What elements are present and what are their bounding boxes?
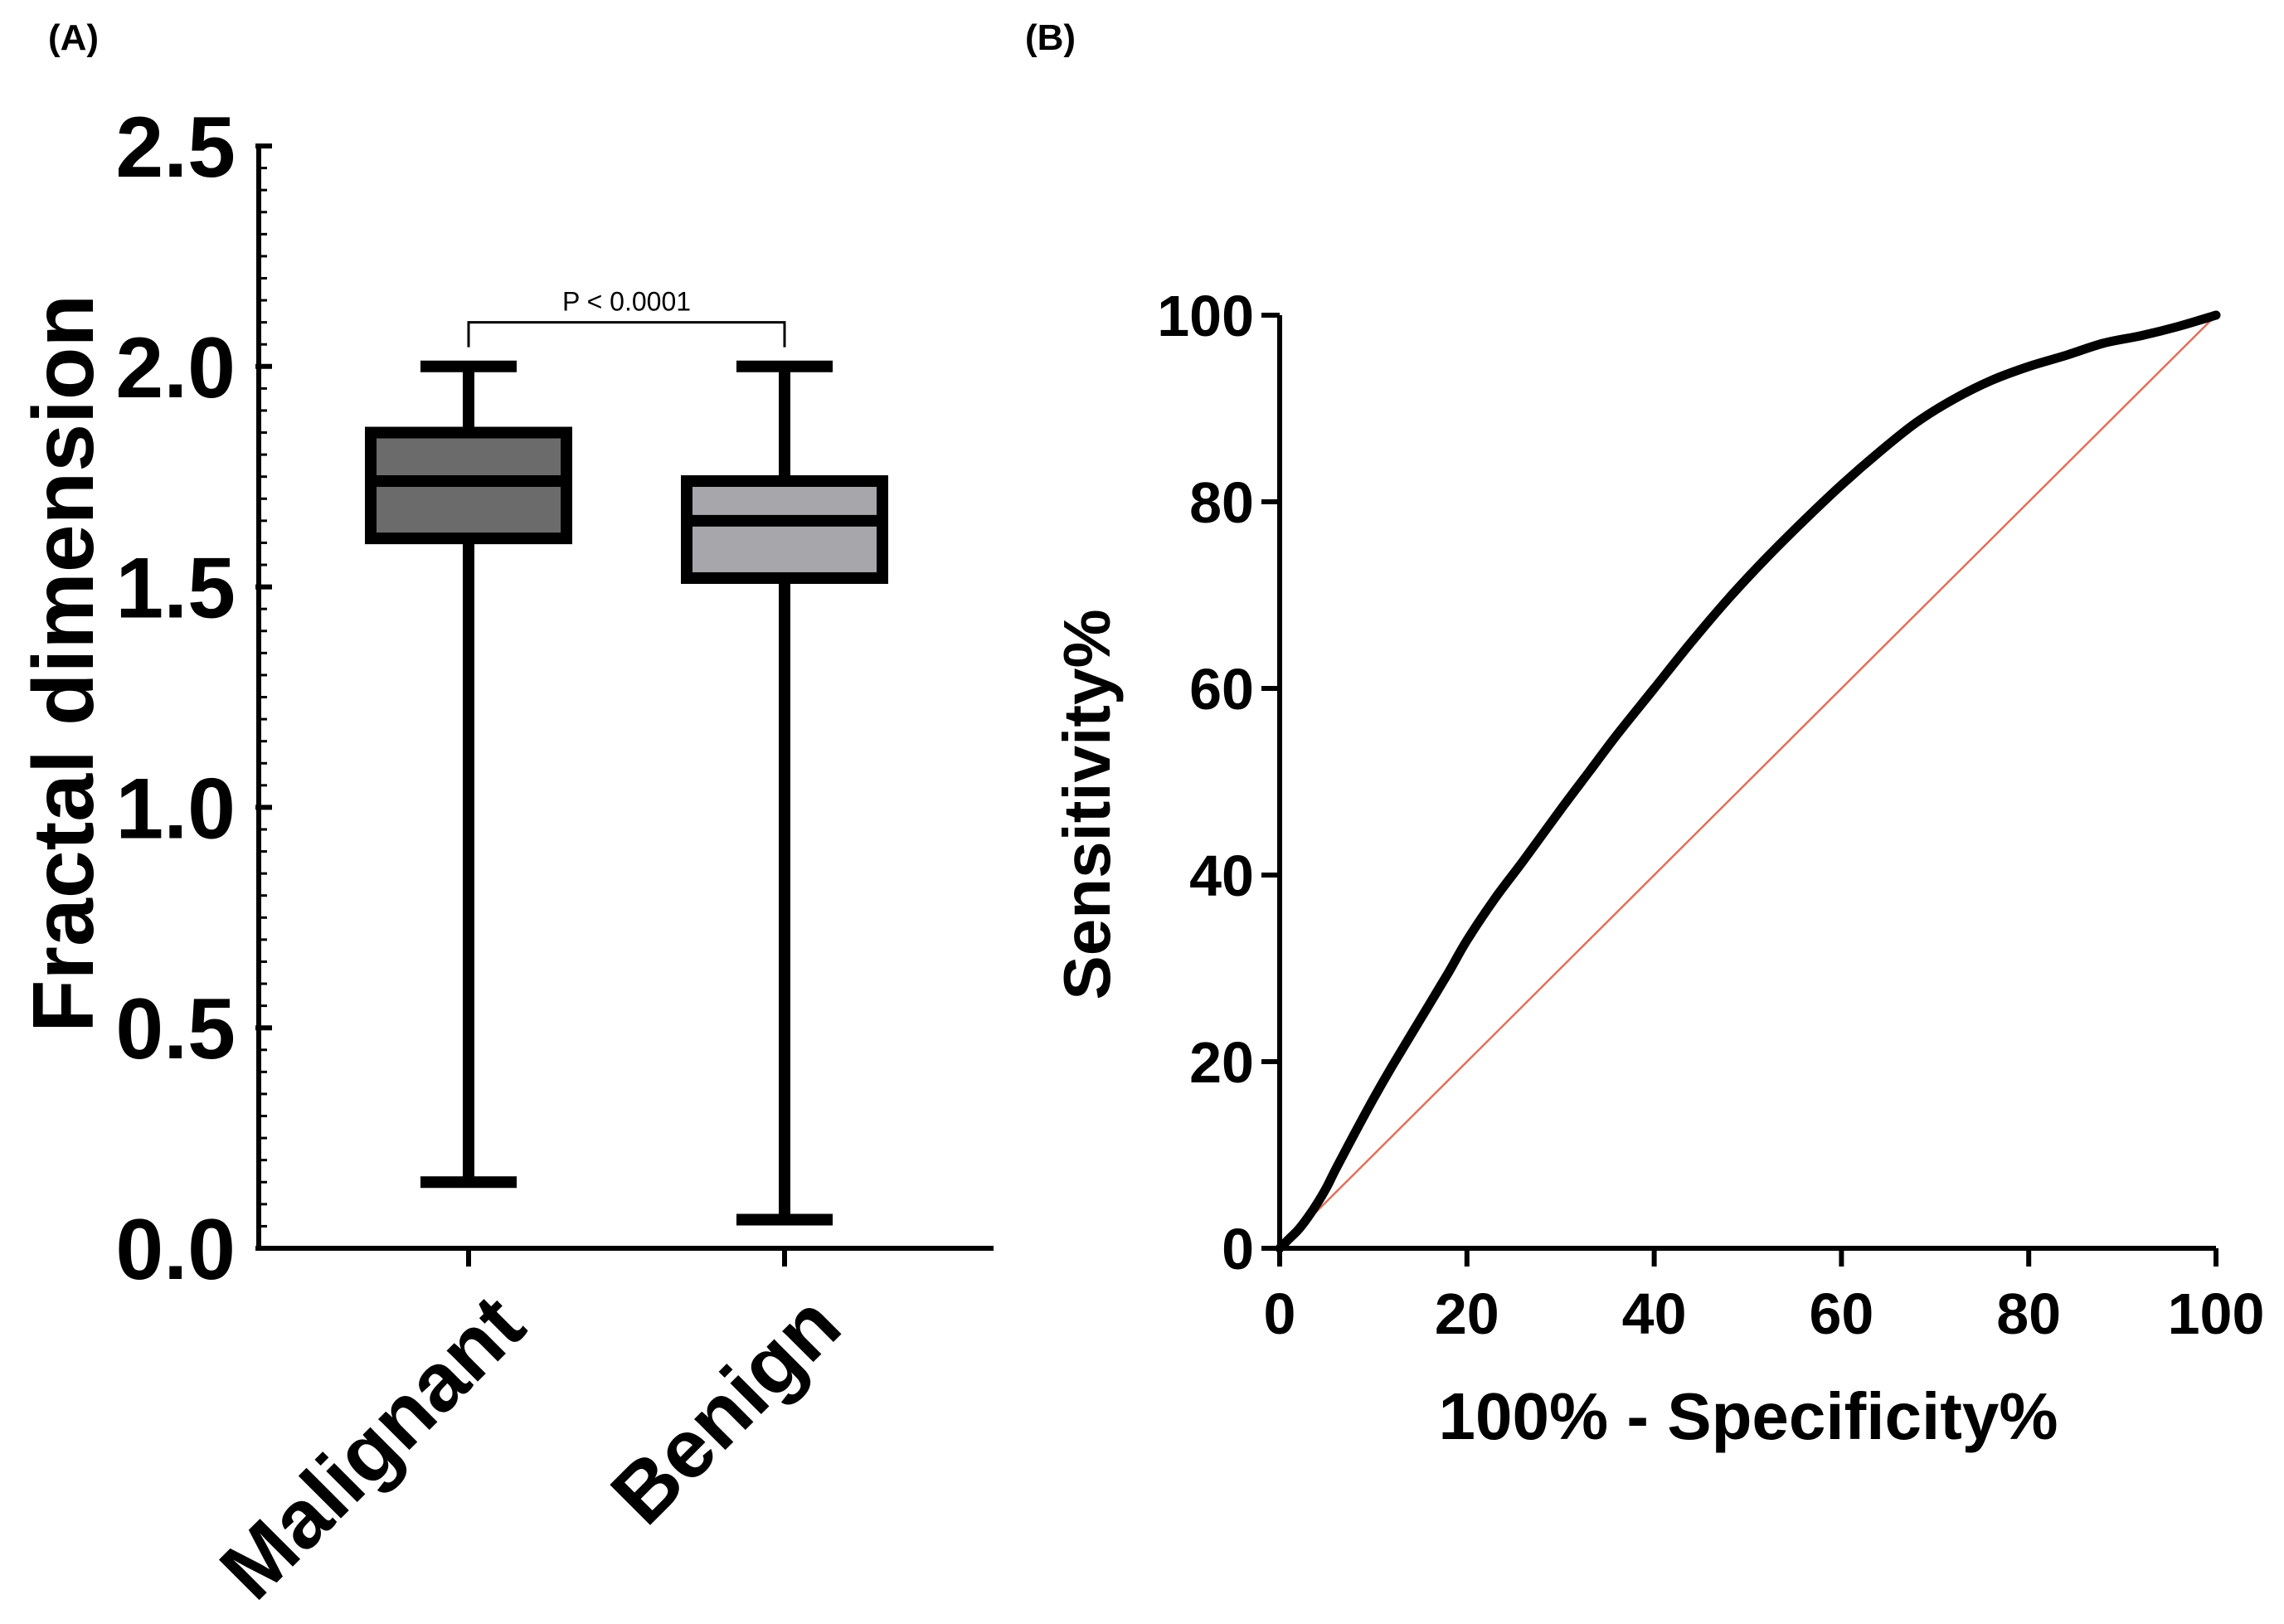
x-tick-label: 80	[1996, 1281, 2061, 1346]
panel-a-boxes: Malignant Benign	[202, 360, 888, 1617]
x-tick-label: Benign	[594, 1277, 858, 1542]
y-tick-label: 1.0	[115, 761, 236, 857]
y-tick-label: 2.5	[115, 100, 236, 196]
y-tick-label: 0.5	[115, 981, 236, 1077]
reference-diagonal-line	[1279, 314, 2217, 1249]
y-tick-label: 0.0	[115, 1202, 236, 1298]
panel-a-y-axis-label: Fractal dimension	[16, 294, 112, 1033]
panel-a-significance: P < 0.0001	[467, 287, 786, 348]
x-tick-label: 0	[1264, 1281, 1296, 1346]
panel-b-label: (B)	[1025, 17, 1076, 58]
y-tick-label: 60	[1189, 657, 1254, 722]
y-tick-label: 20	[1189, 1030, 1254, 1095]
y-tick-label: 0	[1222, 1217, 1254, 1281]
y-tick-label: 100	[1157, 284, 1254, 348]
y-tick-label: 1.5	[115, 541, 236, 637]
x-tick-label: 40	[1622, 1281, 1687, 1346]
significance-bracket	[467, 321, 786, 348]
panel-b-x-axis-label: 100% - Specificity%	[1439, 1379, 2058, 1453]
y-tick-label: 40	[1189, 844, 1254, 908]
x-tick-label: 60	[1809, 1281, 1873, 1346]
panel-a-label: (A)	[48, 17, 99, 58]
panel-b-series	[1275, 310, 2221, 1253]
roc-curve-line	[1275, 310, 2221, 1253]
y-tick-label: 80	[1189, 470, 1254, 535]
x-tick-label: 20	[1435, 1281, 1499, 1346]
panel-b-axes: 0 20 40 60 80 100 0 20 40 60 80 100	[1157, 284, 2264, 1346]
panel-b-roc-chart: Sensitivity% 100% - Specificity% 0 20 40 60…	[1050, 284, 2264, 1453]
panel-a-axes: 0.0 0.5 1.0 1.5 2.0 2.5	[115, 100, 994, 1298]
box-iqr	[681, 475, 888, 584]
box-benign: Benign	[594, 360, 888, 1542]
p-value-label: P < 0.0001	[562, 287, 691, 317]
y-tick-label: 2.0	[115, 320, 236, 416]
panel-b-y-axis-label: Sensitivity%	[1050, 609, 1124, 999]
x-tick-label: 100	[2168, 1281, 2265, 1346]
x-tick-label: Malignant	[202, 1277, 542, 1617]
panel-a-boxplot: Fractal dimension 0.0 0.5 1.0 1.5 2.0 2.5 Mal…	[16, 100, 994, 1617]
